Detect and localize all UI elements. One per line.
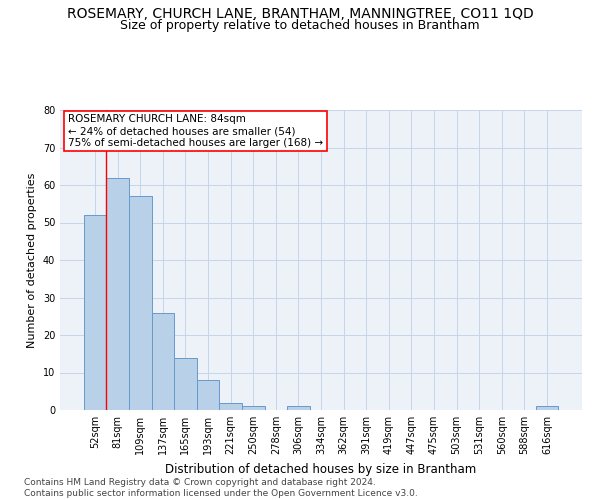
Y-axis label: Number of detached properties: Number of detached properties xyxy=(27,172,37,348)
Text: ROSEMARY, CHURCH LANE, BRANTHAM, MANNINGTREE, CO11 1QD: ROSEMARY, CHURCH LANE, BRANTHAM, MANNING… xyxy=(67,8,533,22)
X-axis label: Distribution of detached houses by size in Brantham: Distribution of detached houses by size … xyxy=(166,462,476,475)
Bar xyxy=(536,406,558,410)
Bar xyxy=(197,380,220,410)
Text: Contains HM Land Registry data © Crown copyright and database right 2024.
Contai: Contains HM Land Registry data © Crown c… xyxy=(24,478,418,498)
Bar xyxy=(106,178,129,410)
Bar xyxy=(220,402,242,410)
Bar xyxy=(129,196,152,410)
Bar xyxy=(287,406,310,410)
Bar xyxy=(242,406,265,410)
Text: Size of property relative to detached houses in Brantham: Size of property relative to detached ho… xyxy=(120,18,480,32)
Bar xyxy=(152,312,174,410)
Bar xyxy=(84,215,106,410)
Bar xyxy=(174,358,197,410)
Text: ROSEMARY CHURCH LANE: 84sqm
← 24% of detached houses are smaller (54)
75% of sem: ROSEMARY CHURCH LANE: 84sqm ← 24% of det… xyxy=(68,114,323,148)
